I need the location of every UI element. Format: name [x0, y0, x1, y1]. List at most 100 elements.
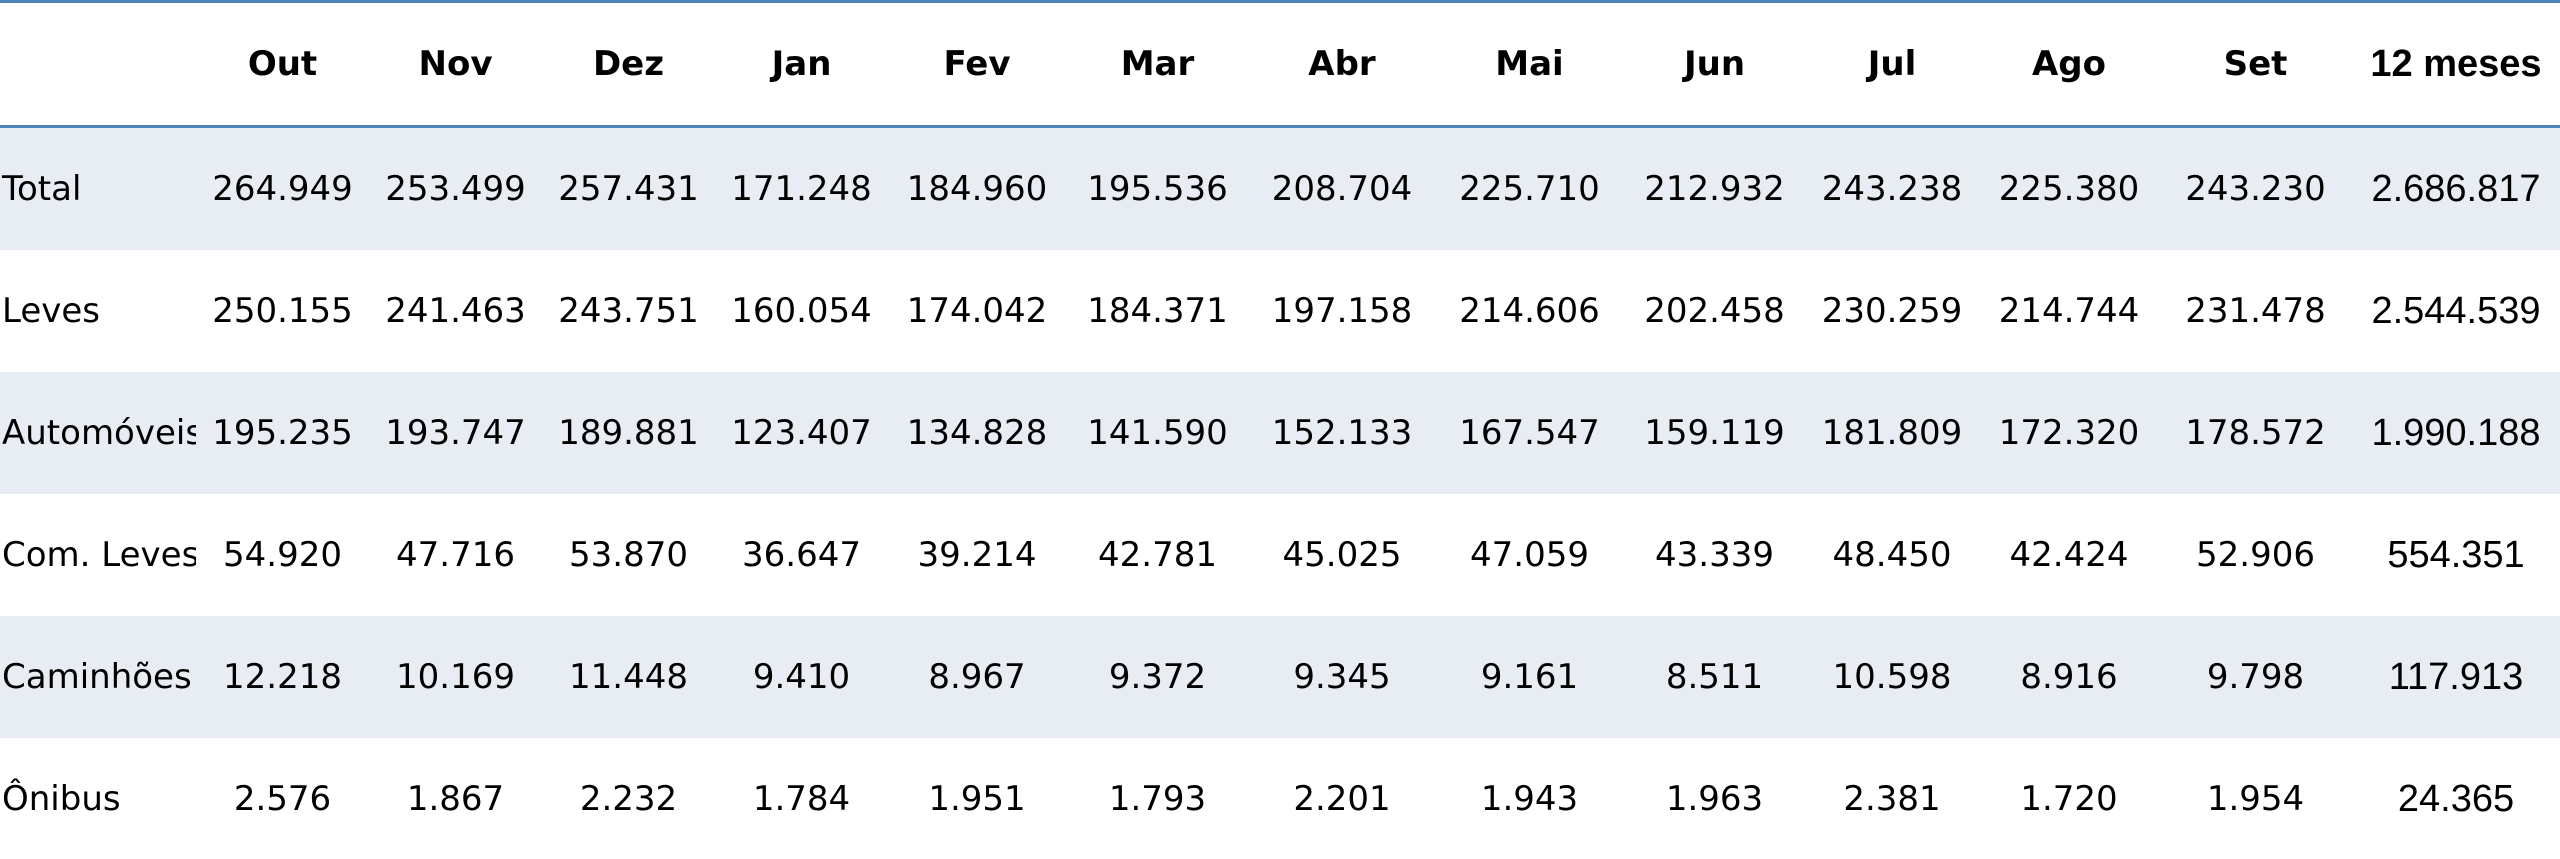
cell: 54.920 — [223, 535, 342, 575]
cell: 9.410 — [752, 657, 851, 697]
cell: 2.686.817 — [2371, 167, 2541, 210]
cell: 231.478 — [2185, 291, 2326, 331]
cell: 11.448 — [569, 657, 688, 697]
cell: 1.793 — [1108, 779, 1207, 819]
cell: 2.381 — [1843, 779, 1941, 819]
cell: 47.059 — [1470, 535, 1589, 575]
cell: 43.339 — [1655, 535, 1774, 575]
cell: 8.967 — [928, 657, 1026, 697]
row-label: Automóveis — [2, 413, 196, 453]
cell: 1.963 — [1665, 779, 1764, 819]
cell: 214.744 — [1998, 291, 2140, 331]
column-header: Dez — [592, 44, 665, 84]
cell: 225.380 — [1998, 169, 2140, 209]
cell: 134.828 — [906, 413, 1048, 453]
cell: 264.949 — [212, 169, 353, 209]
cell: 202.458 — [1644, 291, 1785, 331]
cell: 160.054 — [731, 291, 872, 331]
cell: 9.372 — [1108, 657, 1207, 697]
table-row: Leves 250.155 241.463 243.751 160.054 174.042… — [0, 250, 2560, 372]
cell: 117.913 — [2388, 655, 2524, 698]
cell: 48.450 — [1832, 535, 1952, 575]
row-label: Com. Leves — [2, 535, 196, 575]
cell: 24.365 — [2397, 777, 2515, 820]
cell: 12.218 — [223, 657, 342, 697]
cell: 2.576 — [233, 779, 332, 819]
cell: 243.230 — [2185, 169, 2326, 209]
corner-cell — [0, 2, 196, 127]
cell: 181.809 — [1821, 413, 1963, 453]
cell: 208.704 — [1271, 169, 1413, 209]
row-label: Caminhões — [2, 657, 192, 697]
cell: 167.547 — [1459, 413, 1600, 453]
row-label: Total — [2, 169, 82, 209]
cell: 172.320 — [1998, 413, 2140, 453]
cell: 9.345 — [1293, 657, 1391, 697]
cell: 2.232 — [579, 779, 678, 819]
column-header: Jul — [1867, 44, 1917, 84]
table-body: Total 264.949 253.499 257.431 171.248 184.960… — [0, 126, 2560, 859]
row-label: Ônibus — [2, 779, 121, 819]
cell: 178.572 — [2185, 413, 2326, 453]
cell: 184.371 — [1087, 291, 1228, 331]
column-header: Ago — [2031, 44, 2106, 84]
column-header: Jun — [1683, 44, 1746, 84]
cell: 554.351 — [2387, 533, 2525, 576]
cell: 36.647 — [742, 535, 861, 575]
cell: 195.235 — [212, 413, 353, 453]
column-header: Set — [2223, 44, 2288, 84]
cell: 212.932 — [1644, 169, 1785, 209]
cell: 195.536 — [1087, 169, 1228, 209]
cell: 47.716 — [396, 535, 515, 575]
cell: 42.781 — [1098, 535, 1217, 575]
column-header: Mar — [1120, 44, 1195, 84]
cell: 141.590 — [1087, 413, 1228, 453]
cell: 10.169 — [396, 657, 515, 697]
cell: 253.499 — [385, 169, 526, 209]
cell: 8.916 — [2020, 657, 2118, 697]
cell: 9.798 — [2206, 657, 2305, 697]
row-label: Leves — [2, 291, 101, 331]
cell: 243.751 — [558, 291, 699, 331]
column-header: Jan — [771, 44, 832, 84]
cell: 225.710 — [1459, 169, 1600, 209]
cell: 1.720 — [2020, 779, 2118, 819]
column-header: 12 meses — [2370, 42, 2542, 85]
column-header: Fev — [943, 44, 1011, 84]
cell: 241.463 — [385, 291, 526, 331]
cell: 171.248 — [731, 169, 872, 209]
cell: 159.119 — [1644, 413, 1785, 453]
table-row: Com. Leves 54.920 47.716 53.870 36.647 39.214… — [0, 494, 2560, 616]
cell: 174.042 — [906, 291, 1048, 331]
cell: 1.954 — [2206, 779, 2305, 819]
column-header: Abr — [1308, 44, 1376, 84]
cell: 52.906 — [2196, 535, 2315, 575]
header-row: Out Nov Dez Jan Fev Mar Abr Mai Jun Jul Ago Set 12 m… — [0, 2, 2560, 127]
cell: 197.158 — [1271, 291, 1413, 331]
cell: 193.747 — [385, 413, 526, 453]
cell: 8.511 — [1665, 657, 1764, 697]
column-header: Out — [247, 44, 318, 84]
cell: 184.960 — [906, 169, 1048, 209]
cell: 152.133 — [1271, 413, 1413, 453]
table-row: Automóveis 195.235 193.747 189.881 123.407 13… — [0, 372, 2560, 494]
cell: 243.238 — [1821, 169, 1963, 209]
cell: 230.259 — [1821, 291, 1963, 331]
table-row: Caminhões 12.218 10.169 11.448 9.410 8.967 9.3… — [0, 616, 2560, 738]
table-row: Total 264.949 253.499 257.431 171.248 184.960… — [0, 126, 2560, 250]
cell: 250.155 — [212, 291, 353, 331]
cell: 10.598 — [1832, 657, 1952, 697]
cell: 214.606 — [1459, 291, 1600, 331]
cell: 1.943 — [1480, 779, 1579, 819]
cell: 1.867 — [406, 779, 505, 819]
cell: 1.784 — [752, 779, 851, 819]
cell: 45.025 — [1282, 535, 1402, 575]
cell: 257.431 — [558, 169, 699, 209]
cell: 2.544.539 — [2371, 289, 2541, 332]
cell: 1.990.188 — [2371, 411, 2541, 454]
cell: 42.424 — [2009, 535, 2129, 575]
cell: 1.951 — [928, 779, 1026, 819]
cell: 189.881 — [558, 413, 699, 453]
